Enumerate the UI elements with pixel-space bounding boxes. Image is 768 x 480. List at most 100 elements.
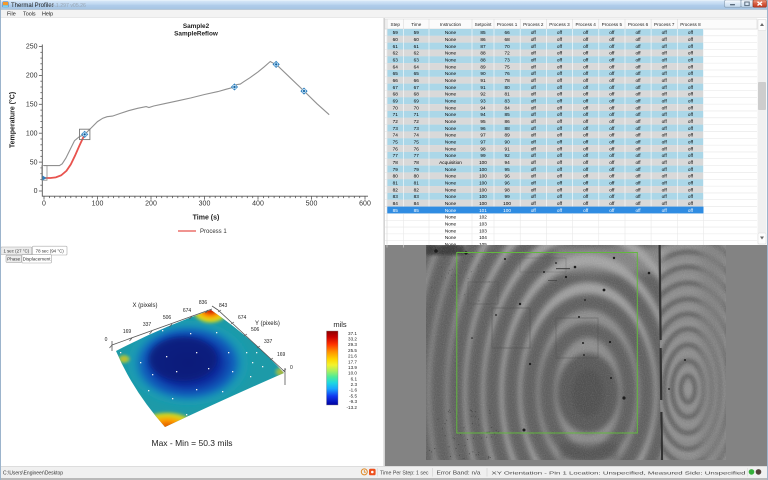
svg-text:Phase: Phase [7,257,20,262]
svg-text:83: 83 [504,99,510,104]
svg-text:72: 72 [504,51,510,56]
svg-text:103: 103 [479,221,487,226]
svg-text:76: 76 [414,146,420,151]
svg-text:off: off [635,30,641,35]
svg-text:off: off [609,30,615,35]
svg-text:off: off [662,105,668,110]
svg-text:off: off [688,71,694,76]
svg-text:off: off [583,167,589,172]
svg-text:None: None [445,221,457,226]
svg-text:0: 0 [105,337,108,343]
svg-text:X (pixels): X (pixels) [132,303,157,309]
svg-text:off: off [635,78,641,83]
svg-text:83: 83 [393,194,399,199]
svg-text:73: 73 [393,126,399,131]
svg-text:60: 60 [414,37,420,42]
svg-text:off: off [531,201,537,206]
svg-text:off: off [557,133,563,138]
svg-text:337: 337 [264,339,273,345]
svg-text:off: off [609,194,615,199]
svg-text:600: 600 [359,201,371,208]
svg-text:73: 73 [414,126,420,131]
svg-text:84: 84 [393,201,399,206]
svg-text:66: 66 [414,78,420,83]
svg-text:off: off [557,37,563,42]
svg-text:None: None [445,64,457,69]
svg-text:off: off [635,146,641,151]
svg-text:off: off [662,119,668,124]
svg-text:off: off [635,194,641,199]
svg-text:off: off [688,201,694,206]
svg-text:off: off [583,133,589,138]
svg-text:off: off [662,51,668,56]
svg-text:77: 77 [414,153,420,158]
svg-text:off: off [583,99,589,104]
svg-text:None: None [445,201,457,206]
svg-text:Tools: Tools [23,12,36,18]
svg-text:off: off [635,174,641,179]
svg-text:off: off [688,160,694,165]
svg-text:off: off [635,71,641,76]
svg-text:None: None [445,228,457,233]
svg-text:off: off [688,30,694,35]
svg-text:off: off [662,78,668,83]
svg-text:Step: Step [391,22,401,27]
svg-text:None: None [445,105,457,110]
svg-text:off: off [583,194,589,199]
svg-text:off: off [662,99,668,104]
svg-text:59: 59 [393,30,399,35]
svg-text:None: None [445,37,457,42]
svg-text:80: 80 [504,85,510,90]
svg-text:84: 84 [504,105,510,110]
svg-text:off: off [531,112,537,117]
svg-text:78: 78 [393,160,399,165]
svg-text:93: 93 [480,99,486,104]
svg-text:off: off [609,187,615,192]
svg-text:169: 169 [277,352,286,358]
svg-text:off: off [688,112,694,117]
svg-text:60: 60 [393,37,399,42]
svg-text:off: off [662,208,668,213]
svg-text:off: off [635,153,641,158]
svg-text:off: off [531,71,537,76]
svg-text:off: off [557,194,563,199]
svg-text:Process 1: Process 1 [497,22,518,27]
svg-text:None: None [445,139,457,144]
svg-text:0: 0 [34,188,38,195]
svg-text:off: off [583,180,589,185]
svg-text:off: off [635,119,641,124]
svg-text:79: 79 [414,167,420,172]
svg-text:64: 64 [414,64,420,69]
svg-text:off: off [557,85,563,90]
svg-text:off: off [688,85,694,90]
svg-text:50: 50 [30,159,38,166]
svg-text:65: 65 [393,71,399,76]
svg-text:Process 5: Process 5 [602,22,623,27]
svg-text:off: off [557,92,563,97]
svg-text:off: off [531,139,537,144]
svg-text:off: off [531,44,537,49]
svg-text:off: off [688,119,694,124]
svg-text:off: off [662,187,668,192]
svg-text:66: 66 [393,78,399,83]
svg-text:off: off [557,174,563,179]
svg-text:102: 102 [479,215,487,220]
svg-text:91: 91 [504,146,510,151]
svg-text:65: 65 [414,71,420,76]
svg-text:72: 72 [393,119,399,124]
svg-text:81: 81 [393,180,399,185]
svg-text:off: off [688,133,694,138]
svg-text:off: off [609,99,615,104]
svg-text:off: off [688,126,694,131]
svg-text:None: None [445,58,457,63]
svg-text:off: off [557,51,563,56]
svg-text:off: off [531,51,537,56]
svg-text:off: off [609,126,615,131]
svg-text:off: off [531,78,537,83]
svg-text:674: 674 [238,315,247,321]
svg-text:off: off [609,64,615,69]
svg-text:off: off [583,51,589,56]
svg-text:69: 69 [393,99,399,104]
svg-text:506: 506 [251,327,260,333]
svg-text:61: 61 [414,44,420,49]
